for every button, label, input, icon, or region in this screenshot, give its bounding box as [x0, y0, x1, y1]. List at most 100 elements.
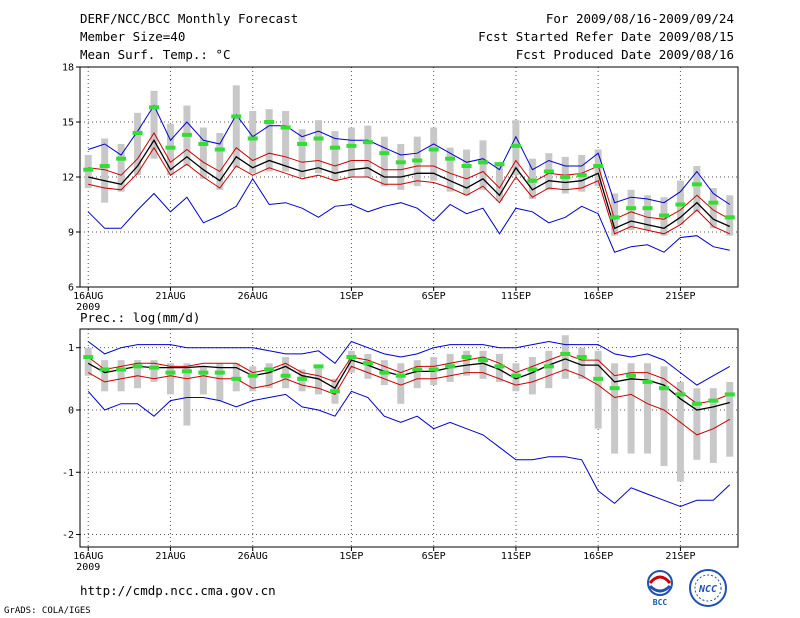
panel0-spread-box — [380, 136, 388, 187]
panel0-spread-box — [463, 149, 471, 196]
panel1-observed-mark — [527, 367, 538, 372]
panel0-series-min — [87, 177, 730, 253]
panel1-spread-box — [166, 363, 174, 395]
panel1-observed-mark — [247, 373, 258, 378]
panel1-observed-mark — [510, 373, 521, 378]
panel0-spread-box — [364, 125, 372, 177]
panel1-ytick-label: -2 — [62, 530, 74, 541]
panel1-xtick-label: 21SEP — [665, 551, 695, 562]
panel0-observed-mark — [329, 145, 340, 150]
panel0-observed-mark — [560, 175, 571, 179]
panel1-series-max — [87, 340, 731, 386]
panel1-observed-mark — [428, 367, 439, 372]
chart-title: DERF/NCC/BCC Monthly Forecast — [80, 11, 299, 26]
panel0-ytick-label: 12 — [62, 173, 74, 184]
panel0-observed-mark — [724, 215, 735, 220]
panel0-spread-box — [644, 195, 652, 231]
panel1-observed-mark — [609, 386, 620, 391]
panel0-spread-box — [232, 85, 240, 168]
panel1-spread-box — [693, 388, 701, 460]
panel1-spread-box — [183, 363, 191, 426]
panel1-observed-mark — [691, 401, 702, 406]
panel1-series-member_hi — [87, 353, 730, 405]
panel0-xtick-label: 1SEP — [339, 291, 363, 302]
panel0-observed-mark — [99, 164, 110, 168]
panel1-observed-mark — [116, 367, 127, 372]
panel0-observed-mark — [181, 132, 192, 137]
panel0-observed-mark — [395, 160, 406, 165]
panel0-spread-box — [282, 111, 290, 172]
panel0-observed-mark — [313, 136, 324, 141]
panel1-ytick-label: 0 — [68, 405, 74, 416]
panel0-observed-mark — [675, 202, 686, 207]
fcst-started-date: Fcst Started Refer Date 2009/08/15 — [478, 29, 734, 44]
panel1-spread-box — [265, 363, 273, 389]
panel0-observed-mark — [379, 151, 390, 156]
panel1-observed-mark — [346, 355, 357, 360]
panel1-observed-mark — [593, 376, 604, 381]
panel0-observed-mark — [165, 145, 176, 150]
panel1-spread-box — [561, 335, 569, 379]
panel0-observed-mark — [346, 143, 357, 148]
panel0-series-member_lo — [88, 146, 731, 235]
panel1-observed-mark — [445, 364, 456, 369]
panel0-spread-box — [479, 140, 487, 190]
panel0-xtick-year: 2009 — [76, 302, 100, 313]
panel1-observed-mark — [181, 369, 192, 374]
panel0-observed-mark — [83, 167, 94, 172]
panel1-spread-box — [528, 357, 536, 395]
panel1-spread-box — [709, 388, 717, 463]
panel0-spread-box — [216, 133, 224, 190]
panel0-spread-box — [430, 127, 438, 181]
panel0-observed-mark — [280, 125, 291, 130]
panel0-spread-box — [495, 162, 503, 201]
panel0-observed-mark — [461, 164, 472, 168]
panel1-spread-box — [660, 366, 668, 467]
panel1-observed-mark — [626, 373, 637, 378]
panel1-observed-mark — [642, 379, 653, 384]
panel1-observed-mark — [329, 389, 340, 394]
panel0-spread-box — [709, 188, 717, 229]
panel0-observed-mark — [247, 136, 258, 141]
panel1-spread-box — [413, 360, 421, 389]
panel1-spread-box — [315, 366, 323, 395]
panel1-observed-mark — [675, 392, 686, 397]
panel1-spread-box — [611, 363, 619, 454]
panel0-ytick-label: 6 — [68, 283, 74, 294]
panel0-xtick-label: 11SEP — [501, 291, 531, 302]
panel1-observed-mark — [198, 370, 209, 375]
panel1-spread-box — [199, 366, 207, 395]
panel0-spread-box — [331, 131, 339, 181]
ncc-logo-text: NCC — [698, 584, 717, 595]
panel0-spread-box — [347, 127, 355, 177]
panel1-spread-box — [347, 350, 355, 373]
ncc-logo-icon: NCC — [689, 569, 727, 607]
member-size: Member Size=40 — [80, 29, 186, 44]
panel1-observed-mark — [297, 376, 308, 381]
panel1-series-mean — [87, 358, 730, 411]
panel1-observed-mark — [149, 365, 160, 370]
panel0-observed-mark — [543, 169, 554, 174]
panel1-spread-box — [150, 360, 158, 382]
panel1-spread-box — [282, 357, 290, 389]
panel1-observed-mark — [379, 370, 390, 375]
panel0-observed-mark — [264, 120, 275, 124]
panel1-ytick-label: 1 — [68, 343, 74, 354]
panel0-observed-mark — [527, 178, 538, 183]
panel1-xtick-year: 2009 — [76, 562, 100, 573]
panel1-spread-box — [84, 347, 92, 376]
panel1-observed-mark — [132, 364, 143, 369]
bcc-logo-icon: BCC — [647, 570, 673, 607]
panel0-xtick-label: 16AUG — [73, 291, 103, 302]
panel0-spread-box — [117, 144, 125, 192]
panel0-frame — [79, 66, 739, 288]
panel1-frame — [79, 328, 739, 548]
panel1-observed-mark — [395, 373, 406, 378]
panel0-xtick-label: 26AUG — [238, 291, 268, 302]
panel1-observed-mark — [412, 367, 423, 372]
panel1-observed-mark — [313, 364, 324, 369]
panel0-observed-mark — [478, 160, 489, 165]
panel1-spread-box — [627, 363, 635, 454]
panel0-observed-mark — [231, 114, 242, 119]
